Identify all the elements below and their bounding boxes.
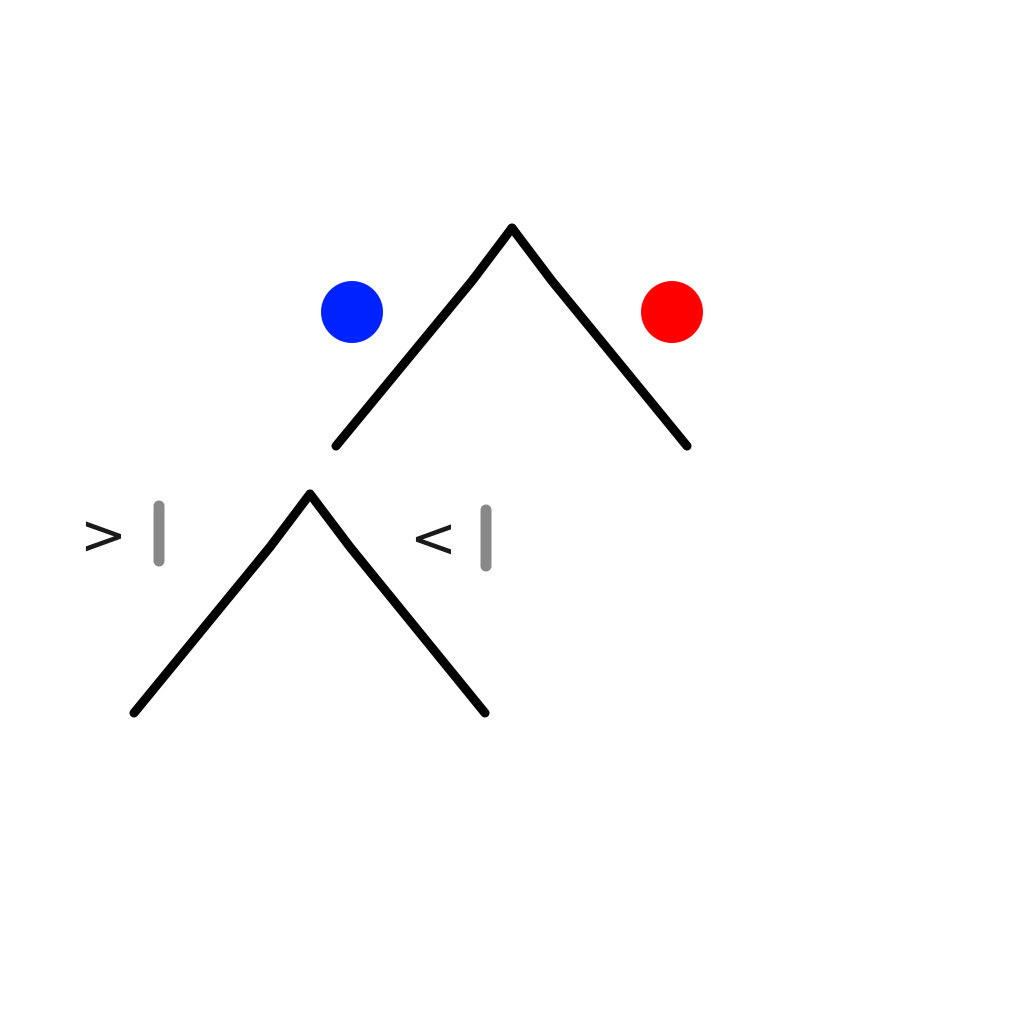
less-than-operator: <: [410, 506, 457, 571]
root-left-blue-dot: [321, 281, 383, 343]
child-left-branch: [129, 489, 315, 718]
child-node: > <: [80, 489, 492, 718]
child-left-label: >: [80, 500, 165, 568]
greater-than-operator: >: [80, 503, 127, 568]
child-right-label: <: [410, 504, 492, 572]
child-right-branch: [305, 489, 490, 718]
root-left-branch: [331, 223, 517, 451]
root-right-red-dot: [641, 281, 703, 343]
root-node: [321, 223, 703, 451]
root-right-branch: [507, 223, 692, 451]
